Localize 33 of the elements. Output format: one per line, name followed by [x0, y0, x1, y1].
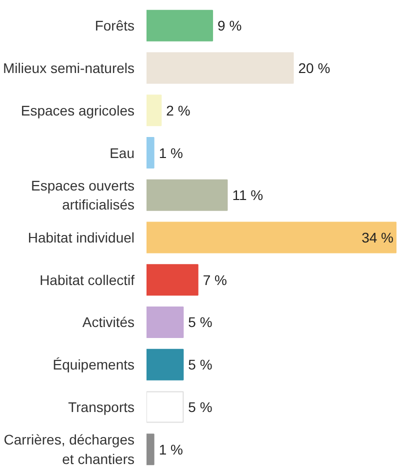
data-label: 5 %	[188, 398, 212, 415]
data-label: 34 %	[362, 230, 394, 246]
y-tick-label: Activités	[82, 314, 134, 330]
data-label: 5 %	[188, 314, 212, 330]
y-tick-label: Forêts	[94, 18, 135, 34]
data-label: 1 %	[158, 144, 183, 161]
data-label: 5 %	[188, 356, 212, 373]
data-label: 1 %	[158, 441, 183, 458]
y-tick-label: Espaces ouverts artificialisés	[31, 178, 135, 213]
y-tick-label: Habitat collectif	[40, 272, 135, 288]
bar	[146, 391, 184, 423]
bar	[146, 52, 294, 84]
y-tick-label: Eau	[110, 144, 135, 161]
data-label: 2 %	[166, 102, 190, 118]
bar	[146, 179, 228, 211]
y-tick-label: Équipements	[52, 356, 134, 373]
bar	[146, 94, 162, 126]
y-tick-label: Transports	[68, 398, 134, 415]
bar	[146, 222, 397, 254]
bar	[146, 137, 154, 169]
data-label: 7 %	[202, 272, 227, 288]
y-tick-label: Milieux semi-naturels	[3, 60, 134, 76]
data-label: 20 %	[298, 60, 330, 76]
bar	[146, 264, 198, 296]
y-tick-label: Espaces agricoles	[20, 102, 135, 118]
bar	[146, 10, 214, 42]
data-label: 9 %	[218, 18, 242, 34]
bar	[146, 306, 184, 338]
data-label: 11 %	[232, 187, 264, 204]
y-tick-label: Habitat individuel	[28, 230, 135, 246]
bar	[146, 348, 184, 380]
y-tick-label: Carrières, décharges et chantiers	[4, 432, 135, 467]
bar	[146, 434, 154, 466]
